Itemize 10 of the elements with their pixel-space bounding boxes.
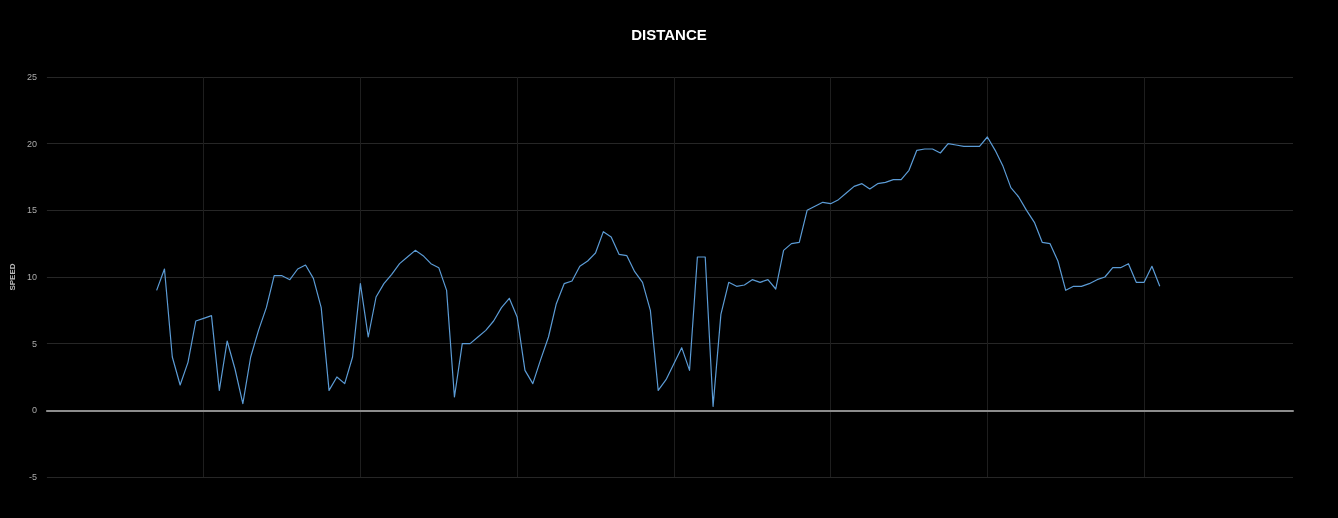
y-tick-label: 25 (26, 72, 37, 82)
y-tick-label: 5 (31, 338, 37, 349)
y-tick-label: -5 (28, 472, 37, 482)
y-axis-title: SPEED (7, 263, 17, 291)
y-tick-label: 15 (26, 205, 37, 216)
y-tick-label: 20 (26, 138, 37, 149)
chart-title: DISTANCE (631, 26, 707, 43)
y-tick-label: 10 (26, 272, 37, 282)
line-series (156, 136, 1161, 407)
y-tick-label: 0 (31, 405, 37, 416)
